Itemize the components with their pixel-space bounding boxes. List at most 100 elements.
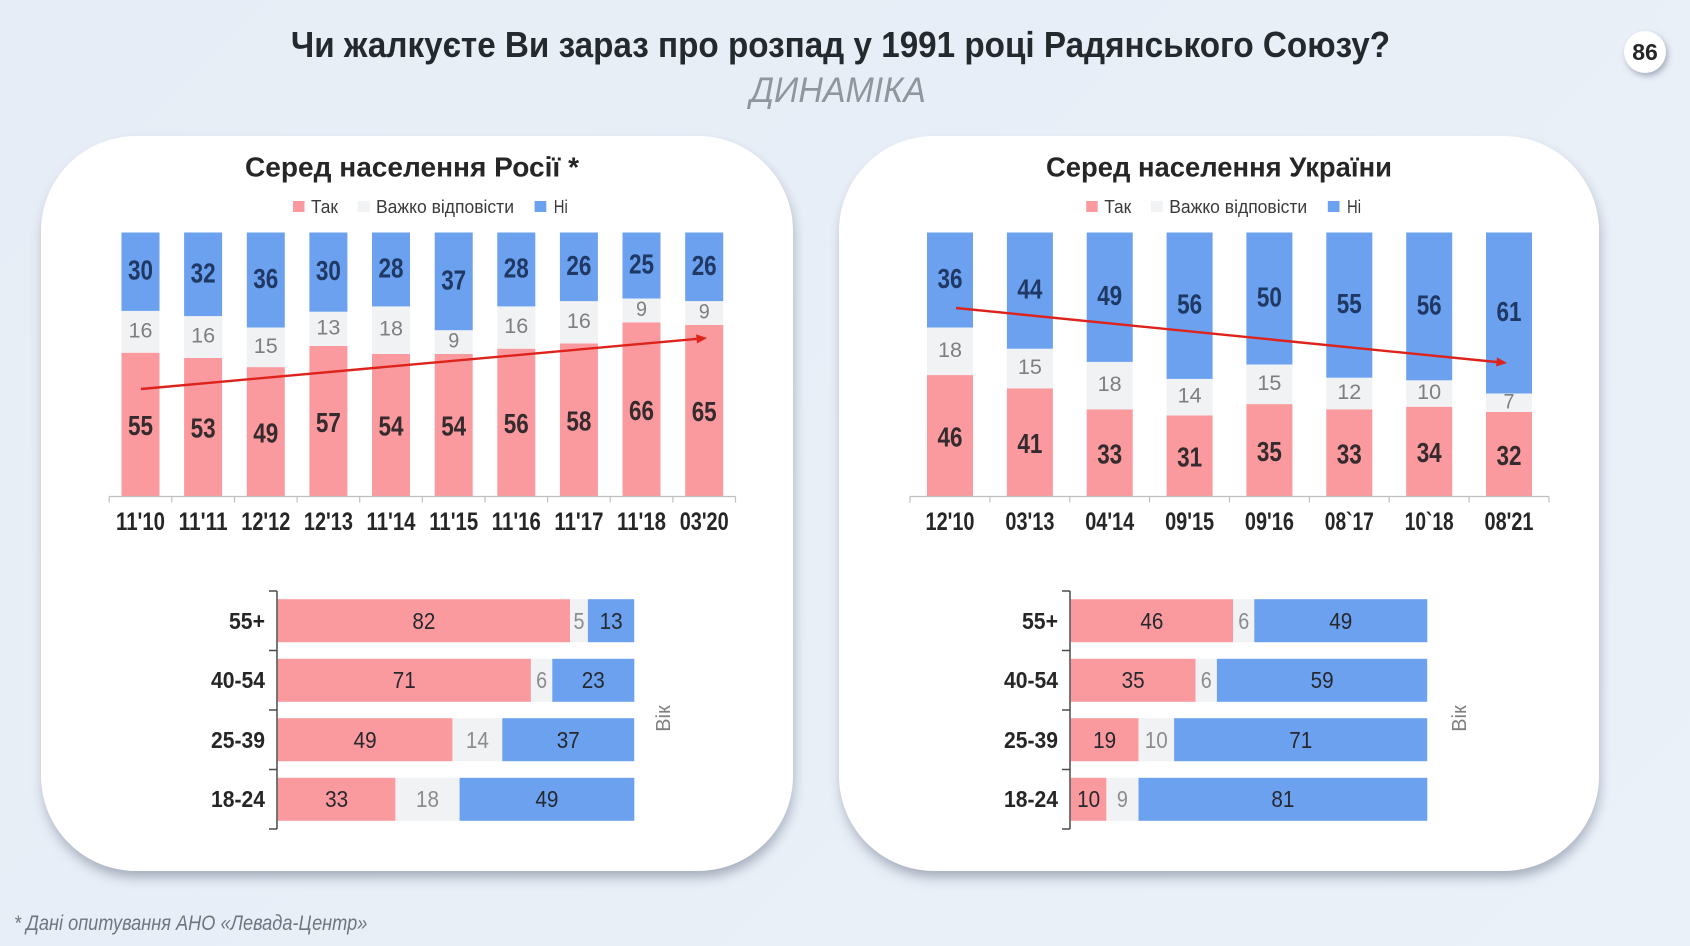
svg-text:56: 56 xyxy=(1417,289,1442,320)
svg-text:59: 59 xyxy=(1311,667,1334,693)
svg-text:16: 16 xyxy=(129,319,153,342)
svg-text:49: 49 xyxy=(1329,608,1352,634)
svg-text:11'14: 11'14 xyxy=(367,508,416,536)
svg-text:36: 36 xyxy=(253,263,278,294)
svg-text:16: 16 xyxy=(191,325,215,348)
svg-text:56: 56 xyxy=(1177,289,1202,320)
svg-text:11'10: 11'10 xyxy=(116,508,165,536)
svg-text:19: 19 xyxy=(1093,727,1116,753)
svg-text:6: 6 xyxy=(1201,667,1212,693)
svg-text:36: 36 xyxy=(938,263,963,294)
svg-text:32: 32 xyxy=(191,257,216,288)
svg-text:7: 7 xyxy=(1504,390,1515,413)
svg-text:13: 13 xyxy=(316,316,340,339)
svg-text:49: 49 xyxy=(535,786,558,812)
svg-text:37: 37 xyxy=(557,727,580,753)
svg-text:5: 5 xyxy=(574,608,585,634)
svg-text:14: 14 xyxy=(466,727,489,753)
svg-text:61: 61 xyxy=(1497,296,1522,327)
svg-text:08'21: 08'21 xyxy=(1485,508,1534,536)
svg-text:15: 15 xyxy=(1257,372,1281,395)
svg-text:82: 82 xyxy=(412,608,435,634)
svg-text:34: 34 xyxy=(1417,437,1442,468)
svg-text:Важко відповісти: Важко відповісти xyxy=(1169,197,1307,217)
svg-text:Так: Так xyxy=(1104,197,1131,217)
svg-text:26: 26 xyxy=(566,250,591,281)
svg-text:10: 10 xyxy=(1077,786,1100,812)
svg-text:08`17: 08`17 xyxy=(1325,508,1374,536)
svg-text:71: 71 xyxy=(1289,727,1312,753)
svg-text:55: 55 xyxy=(1337,288,1362,319)
svg-text:9: 9 xyxy=(636,298,647,321)
svg-text:15: 15 xyxy=(1018,356,1042,379)
svg-text:41: 41 xyxy=(1017,428,1042,459)
svg-text:18: 18 xyxy=(416,786,439,812)
svg-text:44: 44 xyxy=(1017,274,1042,305)
svg-text:40-54: 40-54 xyxy=(211,667,265,693)
svg-text:56: 56 xyxy=(504,408,529,439)
svg-text:18-24: 18-24 xyxy=(211,786,265,812)
svg-text:Вік: Вік xyxy=(653,705,675,732)
svg-text:35: 35 xyxy=(1122,667,1145,693)
svg-text:Ні: Ні xyxy=(1347,197,1361,217)
svg-text:12'10: 12'10 xyxy=(926,508,975,536)
svg-text:55: 55 xyxy=(128,410,153,441)
svg-text:35: 35 xyxy=(1257,436,1282,467)
svg-text:9: 9 xyxy=(448,330,459,353)
svg-text:37: 37 xyxy=(441,264,466,295)
svg-text:11'16: 11'16 xyxy=(492,508,541,536)
svg-text:26: 26 xyxy=(692,250,717,281)
svg-text:28: 28 xyxy=(504,253,529,284)
svg-text:15: 15 xyxy=(254,335,278,358)
svg-text:09'16: 09'16 xyxy=(1245,508,1294,536)
svg-text:10`18: 10`18 xyxy=(1405,508,1454,536)
svg-text:71: 71 xyxy=(393,667,416,693)
svg-text:30: 30 xyxy=(316,255,341,286)
svg-text:31: 31 xyxy=(1177,442,1202,473)
svg-text:13: 13 xyxy=(600,608,623,634)
svg-text:25: 25 xyxy=(629,249,654,280)
svg-text:33: 33 xyxy=(1097,438,1122,469)
svg-text:Серед населення України: Серед населення України xyxy=(1046,152,1392,183)
svg-text:32: 32 xyxy=(1497,440,1522,471)
svg-text:18: 18 xyxy=(1098,373,1122,396)
svg-text:53: 53 xyxy=(191,413,216,444)
svg-text:25-39: 25-39 xyxy=(1004,727,1058,753)
svg-text:Ні: Ні xyxy=(554,197,568,217)
svg-text:9: 9 xyxy=(699,301,710,324)
svg-text:66: 66 xyxy=(629,395,654,426)
svg-text:12: 12 xyxy=(1337,381,1361,404)
svg-text:04'14: 04'14 xyxy=(1085,508,1134,536)
svg-text:11'11: 11'11 xyxy=(179,508,228,536)
svg-text:46: 46 xyxy=(938,421,963,452)
svg-text:46: 46 xyxy=(1140,608,1163,634)
svg-text:Важко відповісти: Важко відповісти xyxy=(376,197,514,217)
svg-text:6: 6 xyxy=(1238,608,1249,634)
svg-text:49: 49 xyxy=(354,727,377,753)
svg-text:33: 33 xyxy=(1337,438,1362,469)
svg-text:03'20: 03'20 xyxy=(680,508,729,536)
svg-text:Серед населення Росії *: Серед населення Росії * xyxy=(245,152,579,183)
svg-text:55+: 55+ xyxy=(1022,608,1058,634)
svg-text:16: 16 xyxy=(504,315,528,338)
svg-text:Вік: Вік xyxy=(1449,705,1471,732)
svg-text:25-39: 25-39 xyxy=(211,727,265,753)
svg-text:49: 49 xyxy=(1097,280,1122,311)
svg-text:6: 6 xyxy=(536,667,547,693)
svg-text:57: 57 xyxy=(316,407,341,438)
svg-text:18: 18 xyxy=(379,318,403,341)
svg-text:09'15: 09'15 xyxy=(1165,508,1214,536)
svg-text:11'18: 11'18 xyxy=(617,508,666,536)
svg-text:23: 23 xyxy=(582,667,605,693)
svg-text:11'15: 11'15 xyxy=(429,508,478,536)
svg-text:12'13: 12'13 xyxy=(304,508,353,536)
svg-text:9: 9 xyxy=(1117,786,1128,812)
svg-text:40-54: 40-54 xyxy=(1004,667,1058,693)
svg-text:11'17: 11'17 xyxy=(554,508,603,536)
svg-text:33: 33 xyxy=(325,786,348,812)
svg-text:65: 65 xyxy=(692,396,717,427)
svg-text:28: 28 xyxy=(379,253,404,284)
svg-text:81: 81 xyxy=(1271,786,1294,812)
svg-text:14: 14 xyxy=(1178,385,1202,408)
svg-text:30: 30 xyxy=(128,255,153,286)
